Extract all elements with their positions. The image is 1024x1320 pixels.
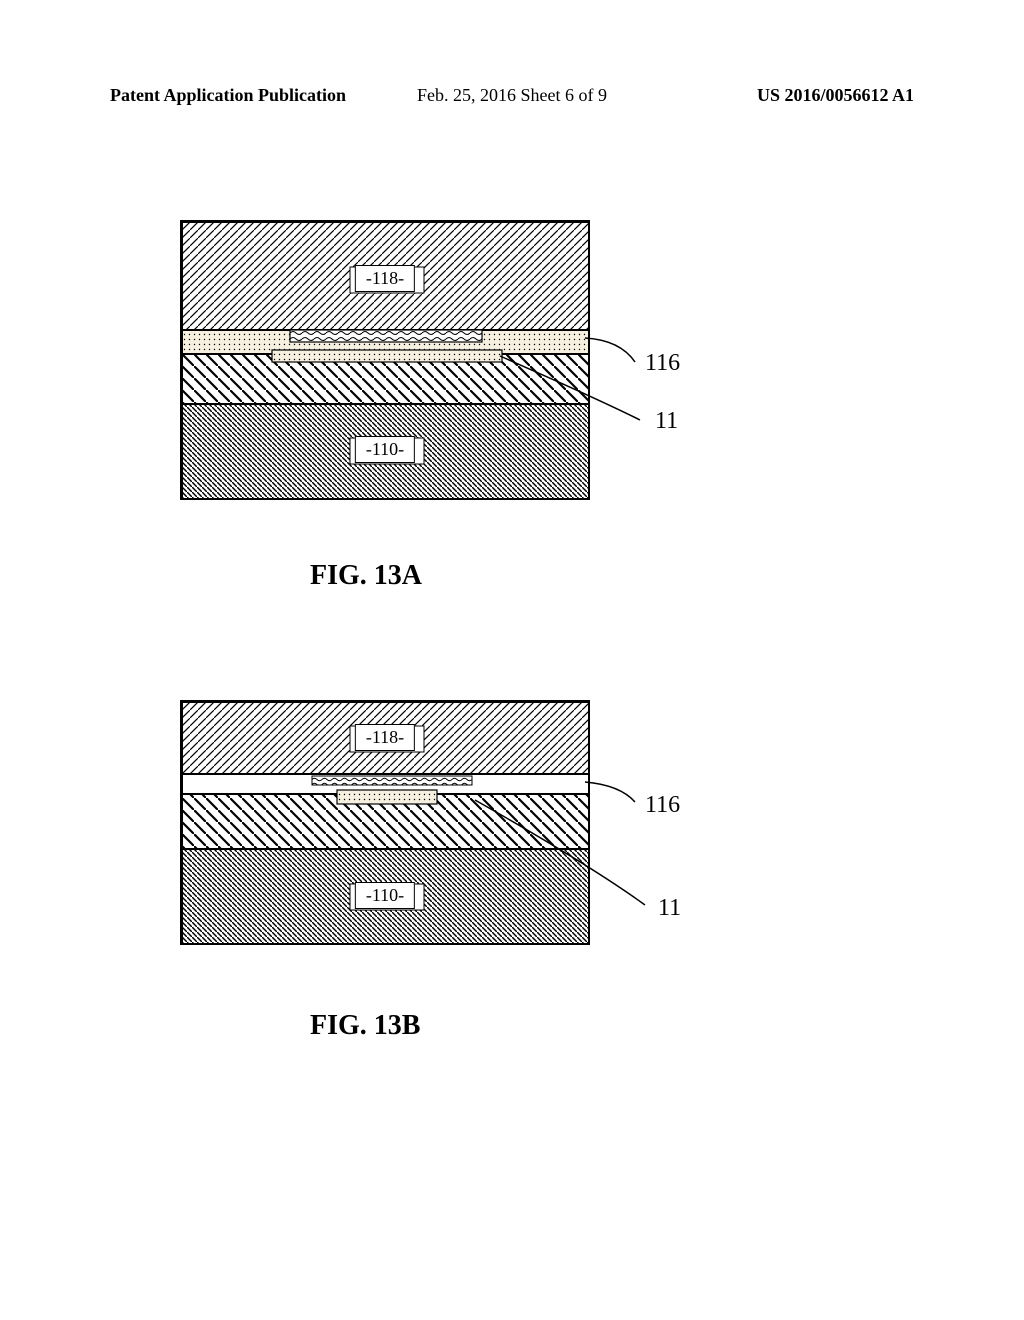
callout-116-b: 116 <box>645 792 680 819</box>
header-center-text: Feb. 25, 2016 Sheet 6 of 9 <box>417 85 607 106</box>
leader-11 <box>500 356 640 420</box>
figure-13b-caption: FIG. 13B <box>310 1010 420 1042</box>
figure-13b-container: -118- -110- 116 11 <box>180 700 590 950</box>
figure-13b-leaders <box>180 700 730 980</box>
callout-11-b: 11 <box>658 895 681 922</box>
leader-11-b <box>475 800 645 905</box>
figure-13a-caption: FIG. 13A <box>310 560 422 592</box>
callout-116: 116 <box>645 350 680 377</box>
leader-116-b <box>585 782 635 802</box>
page-header: Patent Application Publication Feb. 25, … <box>0 85 1024 106</box>
header-left-text: Patent Application Publication <box>110 85 346 106</box>
figure-13a-container: -118- -110- 116 11 <box>180 220 590 505</box>
header-right-text: US 2016/0056612 A1 <box>757 85 914 106</box>
callout-11: 11 <box>655 408 678 435</box>
leader-116 <box>585 338 635 362</box>
